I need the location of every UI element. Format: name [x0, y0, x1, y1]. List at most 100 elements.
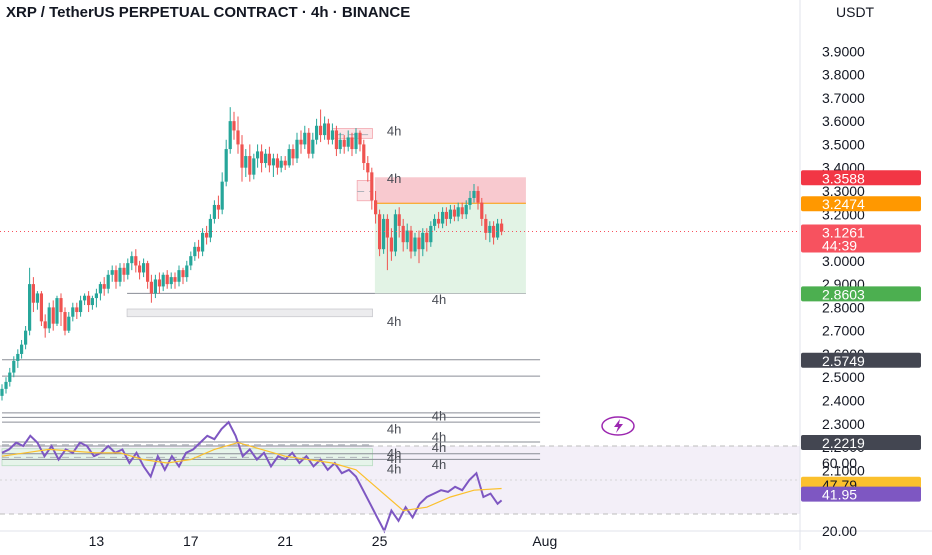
candle-body [468, 197, 472, 205]
candle-body [35, 293, 39, 303]
candle-body [196, 246, 201, 252]
zone-label: 4h [432, 409, 446, 424]
candle-body [157, 279, 162, 287]
zone-demand [126, 308, 373, 318]
candle-body [255, 151, 260, 159]
candle-body [220, 181, 224, 210]
candle-body [346, 137, 350, 147]
zone-label: 4h [387, 421, 401, 436]
candle-body [366, 163, 370, 173]
price-tick-label: 2.8000 [822, 299, 865, 315]
candle-body [106, 274, 110, 289]
candle-body [134, 256, 138, 266]
candle-body [401, 225, 405, 243]
candles-layer [0, 107, 504, 401]
candle-body [185, 265, 189, 278]
level-1-badge-text: 2.5749 [822, 353, 865, 369]
sell-level-badge [801, 170, 921, 186]
price-tick-label: 2.5000 [822, 369, 865, 385]
candle-body [480, 202, 484, 219]
candle-body [31, 284, 35, 303]
candle-body [500, 223, 504, 232]
candle-body [240, 144, 244, 168]
candle-body [264, 153, 268, 164]
zone-label: 4h [387, 446, 401, 461]
candle-body [55, 298, 59, 324]
candle-body [488, 225, 492, 233]
candle-body [307, 132, 311, 154]
candle-body [142, 263, 146, 273]
candle-body [441, 211, 445, 224]
candle-body [421, 232, 425, 250]
zone-label: 4h [387, 314, 401, 329]
last-price-badge-text: 3.1261 [822, 224, 865, 240]
candle-body [496, 223, 500, 238]
candle-body [437, 218, 441, 224]
lightning-icon[interactable] [601, 416, 635, 436]
candle-body [452, 209, 457, 217]
candle-body [484, 218, 488, 233]
candle-body [47, 307, 51, 329]
rsi-value-badge [801, 486, 921, 502]
position-tool[interactable] [374, 177, 526, 294]
zone-label: 4h [387, 123, 401, 138]
candle-body [59, 298, 63, 313]
price-tick-label: 3.7000 [822, 90, 865, 106]
candle-body [464, 204, 468, 215]
candle-body [385, 218, 389, 238]
candle-body [201, 232, 205, 252]
candle-body [362, 144, 366, 164]
candle-body [0, 388, 4, 396]
candle-body [456, 207, 460, 217]
candle-body [146, 263, 150, 282]
price-tick-label: 2.4000 [822, 393, 865, 409]
candle-body [244, 156, 248, 168]
candle-body [24, 330, 28, 345]
rsi-ma-line [1, 441, 502, 512]
candle-body [118, 267, 122, 282]
candle-body [413, 237, 417, 252]
date-tick-label: 21 [277, 533, 293, 549]
date-axis[interactable]: 13 17 21 25 Aug [89, 533, 558, 549]
candle-body [75, 307, 79, 313]
candle-body [43, 321, 47, 329]
candle-body [130, 256, 134, 264]
price-tick-label: 3.3000 [822, 183, 865, 199]
candle-body [382, 218, 386, 250]
zone-label: 4h [387, 461, 401, 476]
target-level-badge-text: 2.8603 [822, 286, 865, 302]
rsi-value-badge-text: 41.95 [822, 487, 857, 503]
candle-body [228, 121, 232, 150]
rsi-axis[interactable]: 60.00 20.00 [822, 455, 857, 539]
candle-body [432, 218, 437, 226]
position-risk-zone[interactable] [374, 177, 526, 204]
candle-body [205, 232, 209, 238]
candle-body [358, 132, 362, 145]
candle-body [370, 172, 374, 201]
price-tick-label: 2.3000 [822, 416, 865, 432]
candle-body [283, 160, 287, 166]
candle-body [279, 160, 283, 168]
level-1-badge [801, 352, 921, 368]
currency-label[interactable]: USDT [836, 4, 875, 20]
candle-body [425, 232, 429, 243]
last-price-badge [801, 224, 921, 253]
zone-label: 4h [387, 171, 401, 186]
candle-body [169, 277, 173, 285]
date-tick-label: 17 [183, 533, 199, 549]
candle-body [323, 123, 327, 136]
level-2-badge-text: 2.2219 [822, 435, 865, 451]
candle-body [126, 263, 130, 275]
candle-body [311, 139, 315, 154]
candle-body [429, 225, 433, 243]
candle-body [271, 158, 275, 166]
candle-body [224, 149, 228, 182]
price-tick-label: 3.6000 [822, 113, 865, 129]
candle-body [71, 307, 75, 317]
candle-body [389, 237, 393, 252]
candle-body [114, 270, 118, 282]
candle-body [149, 281, 153, 294]
